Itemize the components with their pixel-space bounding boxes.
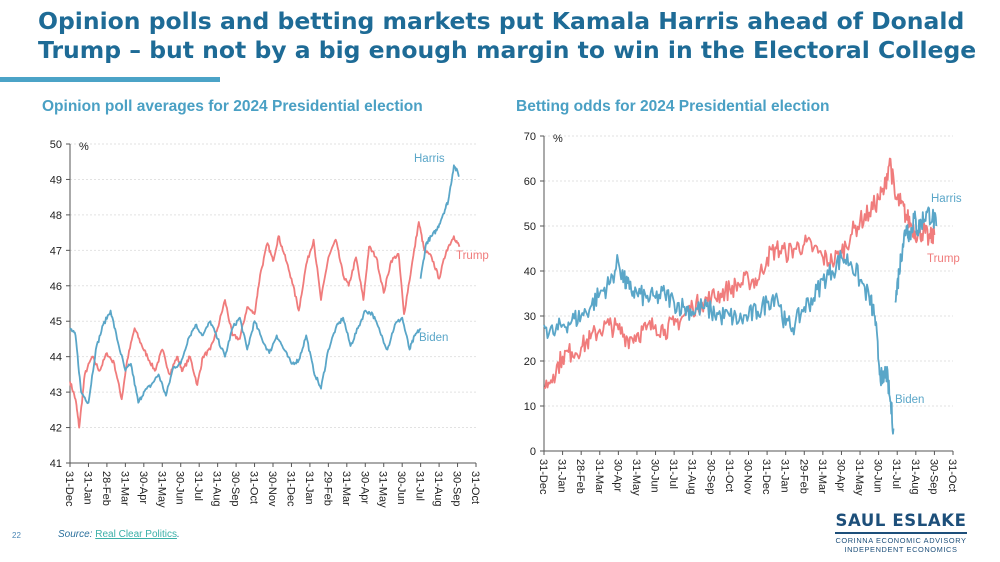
y-tick-label: 70 [524,131,536,143]
x-tick-label: 30-Sep [229,471,241,506]
y-tick-label: 46 [50,281,62,293]
x-tick-label: 31-Jan [779,459,791,493]
x-tick-label: 30-Apr [358,471,370,504]
y-tick-label: 20 [524,356,536,368]
series-line-biden [543,250,895,435]
x-tick-label: 31-Oct [723,459,735,492]
y-tick-label: 47 [50,245,62,257]
x-tick-label: 31-Jul [192,471,204,501]
series-label-biden: Biden [895,394,924,406]
x-tick-label: 31-Aug [432,471,444,506]
x-tick-label: 31-Jul [414,471,426,501]
x-tick-label: 31-Oct [946,459,958,492]
x-tick-label: 30-Jun [872,459,884,493]
y-tick-label: 49 [50,174,62,186]
logo-name: SAUL ESLAKE [835,511,967,530]
x-tick-label: 30-Apr [834,459,846,492]
series-label-trump: Trump [927,253,960,265]
source-link[interactable]: Real Clear Politics [95,529,177,540]
source-note: Source: Real Clear Politics. [58,529,180,540]
x-tick-label: 31-Jul [667,459,679,489]
series-label-harris: Harris [931,193,962,205]
source-prefix: Source: [58,529,96,540]
saul-eslake-logo: SAUL ESLAKE CORINNA ECONOMIC ADVISORY IN… [835,512,967,554]
x-tick-label: 31-Aug [686,459,698,494]
logo-line-2: INDEPENDENT ECONOMICS [844,545,958,554]
x-tick-label: 31-Jul [890,459,902,489]
y-tick-label: 50 [50,139,62,151]
y-tick-label: 45 [50,316,62,328]
x-tick-label: 30-Jun [649,459,661,493]
x-tick-label: 29-Feb [321,471,333,506]
series-label-biden: Biden [419,332,448,344]
title-underline [0,77,220,82]
x-tick-label: 30-Nov [266,471,278,507]
x-tick-label: 31-Mar [340,471,352,506]
x-tick-label: 30-Sep [704,459,716,494]
logo-divider [835,532,967,534]
y-tick-label: 30 [524,311,536,323]
x-tick-label: 31-Jan [81,471,93,505]
betting-chart: 0 10 20 30 40 50 60 70 % 31-Dec 31-Jan 28-Feb 31-Mar… [524,131,962,496]
series-label-harris: Harris [414,153,445,165]
x-tick-label: 30-Jun [395,471,407,505]
x-tick-label: 31-Aug [211,471,223,506]
x-tick-label: 31-May [377,471,389,508]
series-line-trump [69,221,461,429]
y-tick-label: 40 [524,266,536,278]
x-tick-label: 31-Mar [816,459,828,494]
x-tick-label: 31-Aug [909,459,921,494]
x-tick-label: 31-Mar [118,471,130,506]
y-tick-label: 44 [50,352,62,364]
source-suffix: . [176,529,180,540]
y-tick-label: 43 [50,387,62,399]
x-tick-label: 31-Oct [469,471,481,504]
y-tick-label: 48 [50,210,62,222]
x-tick-label: 31-May [630,459,642,496]
x-tick-label: 30-Nov [742,459,754,495]
x-tick-label: 31-Dec [63,471,75,507]
series-line-biden [69,309,422,405]
x-tick-label: 31-Dec [284,471,296,507]
series-label-trump: Trump [456,250,489,262]
y-tick-label: 42 [50,423,62,435]
y-tick-label: 10 [524,401,536,413]
x-tick-label: 30-Jun [174,471,186,505]
series-line-trump [544,157,936,389]
x-tick-label: 30-Apr [137,471,149,504]
x-tick-label: 30-Sep [927,459,939,494]
logo-line-1: CORINNA ECONOMIC ADVISORY [835,536,967,545]
slide-title: Opinion polls and betting markets put Ka… [38,7,977,64]
x-tick-label: 31-Jan [303,471,315,505]
x-tick-label: 31-Mar [593,459,605,494]
x-tick-label: 31-May [853,459,865,496]
betting-chart-title: Betting odds for 2024 Presidential elect… [516,98,830,115]
x-tick-label: 29-Feb [797,459,809,494]
series-line-harris [419,164,460,279]
x-tick-label: 31-May [155,471,167,508]
y-tick-label: 50 [524,221,536,233]
y-tick-label: 60 [524,176,536,188]
series-line-harris [894,206,938,303]
x-tick-label: 31-Dec [760,459,772,495]
x-tick-label: 28-Feb [574,459,586,494]
x-tick-label: 30-Apr [611,459,623,492]
x-tick-label: 31-Dec [537,459,549,495]
y-tick-label: 41 [50,458,62,470]
poll-chart-title: Opinion poll averages for 2024 President… [42,98,423,115]
x-tick-label: 28-Feb [100,471,112,506]
x-tick-label: 30-Sep [451,471,463,506]
poll-chart: 41 42 43 44 45 46 47 48 49 50 % 31-Dec 31-Jan 28-Feb 3… [50,139,489,508]
y-tick-label: 0 [530,446,536,458]
x-tick-label: 31-Jan [556,459,568,493]
x-tick-label: 31-Oct [248,471,260,504]
page-number: 22 [12,531,21,540]
unit-label: % [79,141,89,153]
unit-label: % [553,133,563,145]
